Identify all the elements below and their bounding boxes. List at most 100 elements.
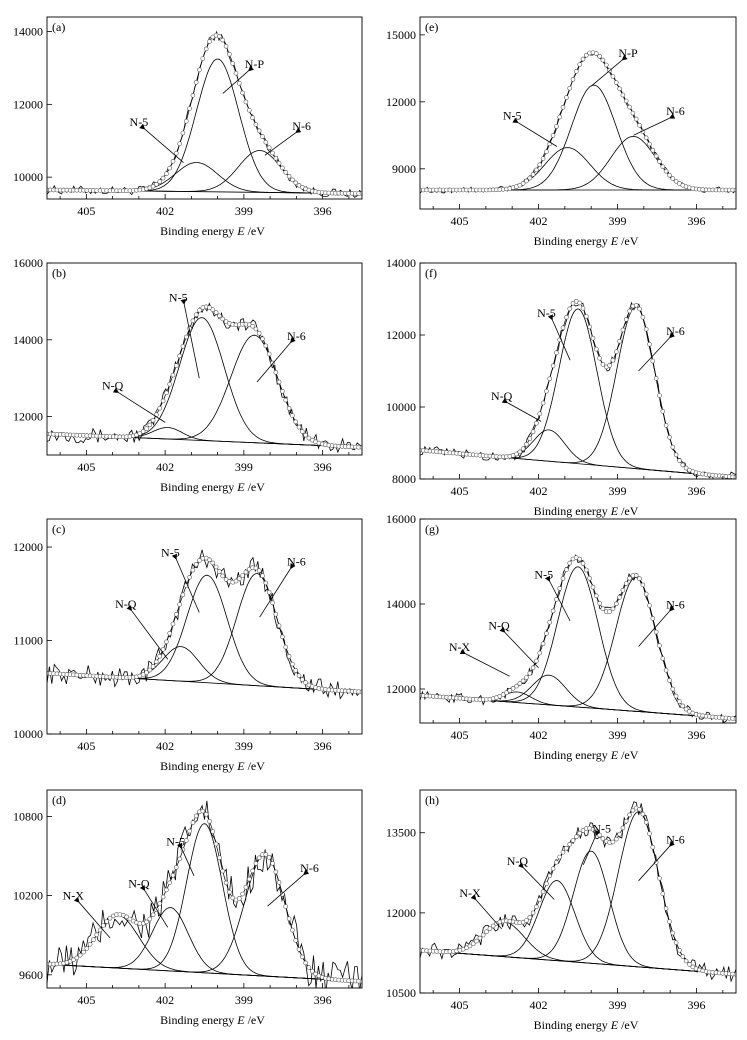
fit-point	[627, 812, 632, 818]
fit-point	[643, 135, 649, 141]
fit-point	[207, 39, 212, 44]
fit-point	[637, 306, 642, 312]
plot-area	[420, 50, 736, 194]
fit-point	[150, 664, 156, 669]
x-axis-title-text: Binding energy	[160, 759, 237, 773]
peak-label-arrow	[73, 896, 111, 939]
peak-label-n-5: N-5	[166, 834, 185, 848]
fit-point	[673, 693, 679, 699]
fit-point	[283, 904, 289, 909]
fit-point	[177, 353, 182, 359]
fit-point	[593, 593, 599, 599]
fit-point	[597, 355, 602, 361]
fit-envelope-line	[47, 810, 362, 982]
fit-point	[667, 678, 672, 683]
fit-point	[573, 834, 579, 840]
peak-label-n-q: N-Q	[115, 597, 137, 611]
fit-point	[154, 182, 159, 187]
fit-point	[256, 330, 262, 336]
fit-point	[247, 876, 252, 882]
peak-label-n-q: N-Q	[491, 389, 513, 403]
fit-point	[147, 916, 153, 922]
fit-point	[230, 61, 235, 66]
peak-n-x	[420, 691, 736, 720]
peak-label-arrow	[501, 397, 542, 422]
fit-point	[687, 962, 692, 967]
y-tick-label: 15000	[386, 28, 416, 42]
y-tick-label: 13500	[386, 826, 416, 840]
fit-point	[667, 172, 672, 178]
fit-point	[144, 919, 149, 925]
fit-point	[187, 828, 192, 834]
fit-point	[660, 409, 666, 414]
fit-point	[107, 915, 113, 921]
fit-point	[613, 601, 619, 607]
fit-point	[177, 141, 182, 146]
x-tick-label: 399	[609, 484, 627, 498]
peak-label-n-q: N-Q	[488, 619, 510, 633]
fit-point	[610, 839, 616, 845]
peak-label-arrow	[638, 605, 675, 647]
fit-point	[524, 441, 529, 447]
fit-point	[517, 449, 523, 455]
fit-point	[293, 668, 299, 673]
fit-point	[524, 178, 529, 184]
peak-label-n-5: N-5	[169, 290, 188, 304]
fit-point	[670, 686, 676, 692]
peak-label-arrow	[267, 869, 310, 907]
fit-point	[573, 69, 579, 74]
fit-point	[650, 358, 656, 364]
fit-point	[290, 661, 295, 667]
fit-point	[273, 370, 279, 375]
fit-point	[683, 465, 689, 471]
fit-point	[554, 350, 559, 356]
y-tick-label: 14000	[13, 25, 43, 39]
fit-point	[296, 947, 302, 952]
peak-label-arrow	[171, 553, 200, 613]
fit-envelope-line	[420, 300, 736, 478]
fit-point	[673, 179, 679, 184]
fit-point	[256, 855, 262, 861]
fit-point	[480, 932, 486, 938]
fit-point	[247, 107, 252, 113]
fit-point	[653, 860, 659, 865]
fit-point	[167, 381, 172, 387]
peak-label-arrow	[633, 113, 676, 136]
plot-area	[420, 801, 736, 983]
peak-label-n-6: N-6	[287, 555, 306, 569]
fit-point	[617, 338, 622, 344]
fit-point	[154, 659, 159, 665]
x-tick-label: 402	[156, 204, 174, 218]
peak-n-5	[47, 317, 362, 448]
fit-point	[210, 560, 216, 566]
fit-point	[280, 165, 285, 171]
fit-point	[637, 123, 642, 128]
fit-point	[567, 306, 573, 312]
peak-n-5	[420, 850, 736, 975]
x-axis-title-symbol: E	[610, 1018, 619, 1032]
fit-point	[309, 968, 315, 974]
fit-point	[217, 313, 222, 319]
fit-point	[520, 678, 526, 684]
fit-point	[283, 170, 289, 175]
fit-point	[613, 80, 619, 85]
fit-point	[567, 85, 573, 91]
fit-point	[550, 133, 556, 138]
fit-point	[623, 818, 629, 824]
fit-point	[467, 943, 473, 949]
fit-point	[550, 608, 556, 614]
fit-point	[266, 145, 272, 150]
fit-point	[627, 104, 632, 110]
peak-label-n-6: N-6	[666, 597, 685, 611]
fit-point	[544, 881, 549, 887]
fit-point	[127, 916, 133, 922]
fit-point	[530, 429, 536, 435]
y-tick-label: 12000	[386, 95, 416, 109]
x-axis-title: Binding energy E /eV	[160, 1013, 265, 1027]
fit-point	[484, 929, 489, 935]
fit-point	[280, 891, 285, 897]
peak-label-n-6: N-6	[300, 861, 319, 875]
fit-point	[620, 92, 626, 98]
peak-label-arrow	[126, 605, 169, 660]
